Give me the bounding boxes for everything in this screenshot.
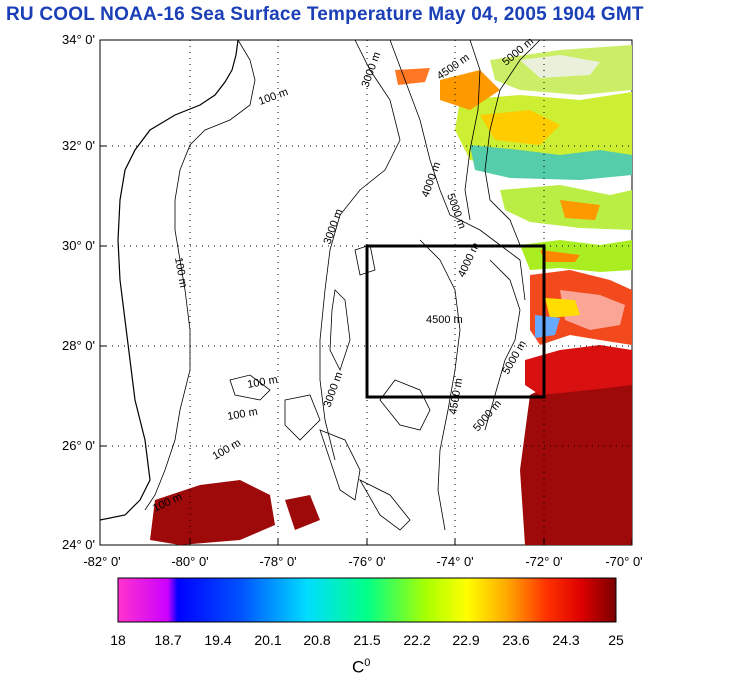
- deep-isobaths: [319, 40, 541, 531]
- label-100m-c: 100 m: [246, 374, 278, 391]
- y-tick-26: 26° 0': [62, 438, 95, 453]
- colorbar-unit: C0: [352, 657, 370, 678]
- y-tick-28: 28° 0': [62, 338, 95, 353]
- label-100m-d: 100 m: [226, 406, 258, 423]
- y-tick-34: 34° 0': [62, 32, 95, 47]
- cb-tick-22-9: 22.9: [452, 632, 480, 648]
- cb-tick-25: 25: [608, 632, 624, 648]
- x-tick-m78: -78° 0': [259, 554, 297, 569]
- cb-tick-18-7: 18.7: [154, 632, 182, 648]
- label-4500m-b: 4500 m: [426, 314, 463, 326]
- label-100m-b: 100 m: [172, 256, 189, 288]
- cb-tick-20-1: 20.1: [254, 632, 282, 648]
- axis-ticks: [99, 39, 633, 546]
- unit-superscript: 0: [364, 657, 371, 669]
- cb-tick-24-3: 24.3: [552, 632, 580, 648]
- unit-letter: C: [352, 657, 365, 677]
- study-box: [365, 244, 546, 399]
- sst-field: [150, 45, 632, 545]
- y-tick-30: 30° 0': [62, 238, 95, 253]
- isobath-100m: [144, 40, 256, 511]
- coastline: [100, 40, 239, 521]
- y-tick-32: 32° 0': [62, 138, 95, 153]
- map-title: RU COOL NOAA-16 Sea Surface Temperature …: [6, 4, 644, 25]
- colorbar: [117, 577, 617, 623]
- cb-tick-20-8: 20.8: [303, 632, 331, 648]
- x-tick-m74: -74° 0': [436, 554, 474, 569]
- bahamas-islands: [229, 244, 411, 531]
- cb-tick-18: 18: [110, 632, 126, 648]
- x-tick-m72: -72° 0': [525, 554, 563, 569]
- x-tick-m82: -82° 0': [83, 554, 121, 569]
- x-tick-m70: -70° 0': [605, 554, 643, 569]
- cb-tick-19-4: 19.4: [204, 632, 232, 648]
- cb-tick-22-2: 22.2: [403, 632, 431, 648]
- cb-tick-21-5: 21.5: [353, 632, 381, 648]
- cb-tick-23-6: 23.6: [502, 632, 530, 648]
- x-tick-m80: -80° 0': [171, 554, 209, 569]
- x-tick-m76: -76° 0': [348, 554, 386, 569]
- y-tick-24: 24° 0': [62, 537, 95, 552]
